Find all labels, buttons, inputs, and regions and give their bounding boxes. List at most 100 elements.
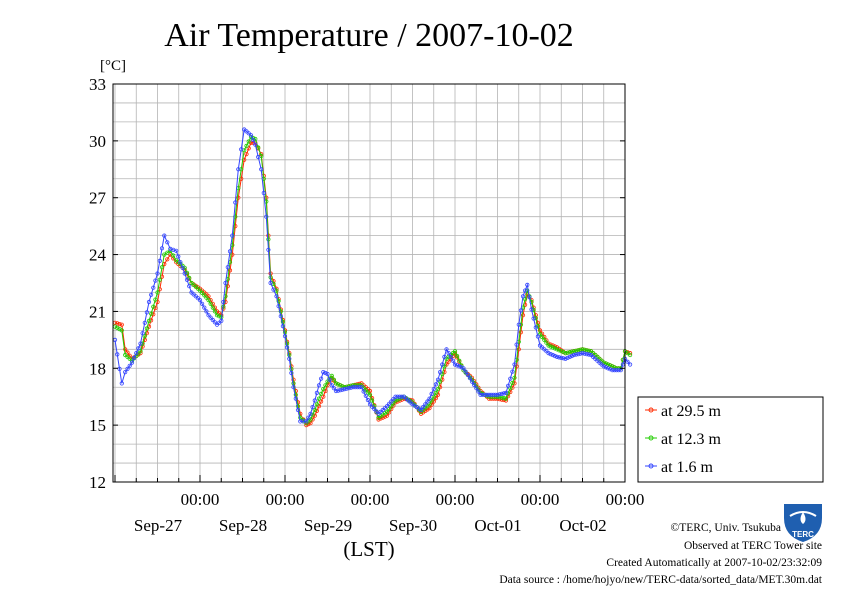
data-point	[355, 385, 360, 390]
data-point	[144, 310, 149, 315]
data-point	[484, 392, 489, 397]
data-point	[454, 363, 460, 368]
data-point	[565, 350, 570, 355]
data-point	[520, 313, 526, 318]
data-point	[463, 369, 468, 374]
data-point	[361, 389, 366, 394]
data-point	[452, 349, 458, 354]
grid	[113, 83, 625, 483]
series-line	[114, 128, 631, 422]
data-point	[389, 404, 394, 409]
data-point	[316, 383, 322, 388]
data-point	[386, 406, 392, 412]
data-point	[533, 325, 538, 330]
data-point	[442, 354, 447, 359]
data-point	[586, 352, 592, 357]
data-point	[357, 385, 362, 390]
data-point	[548, 344, 553, 349]
data-point	[333, 388, 339, 394]
data-point	[248, 133, 254, 138]
data-point	[508, 386, 513, 391]
data-point	[510, 380, 515, 386]
data-point	[393, 394, 398, 399]
data-point	[512, 375, 517, 380]
data-point	[580, 347, 585, 352]
data-point	[584, 348, 589, 353]
data-point	[123, 369, 128, 375]
data-point	[261, 190, 266, 196]
data-point	[348, 385, 353, 390]
data-point	[516, 347, 521, 352]
data-point	[539, 334, 545, 340]
data-point	[482, 392, 487, 397]
data-point	[115, 352, 120, 357]
data-point	[550, 345, 555, 350]
data-point	[544, 340, 549, 345]
series-layer	[112, 127, 633, 428]
credit-text: ©TERC, Univ. Tsukuba	[671, 522, 781, 534]
data-point	[321, 369, 326, 375]
data-point	[435, 386, 441, 392]
data-point	[627, 362, 633, 367]
series-1	[112, 140, 633, 428]
data-point	[395, 394, 400, 399]
data-point	[268, 280, 273, 286]
data-point	[155, 299, 160, 305]
data-point	[505, 383, 511, 388]
data-point	[520, 294, 526, 299]
data-point	[246, 139, 251, 144]
data-point	[537, 328, 543, 333]
data-point	[372, 404, 377, 409]
data-point	[495, 392, 500, 397]
x-tick-date-label: Sep-28	[219, 516, 267, 535]
data-point	[223, 280, 228, 286]
data-point	[431, 386, 436, 392]
data-point	[233, 200, 238, 205]
data-point	[204, 295, 209, 300]
data-point	[206, 297, 211, 303]
data-point	[176, 254, 181, 259]
y-tick-label: 30	[89, 132, 106, 151]
data-point	[563, 356, 568, 361]
data-point	[497, 392, 502, 397]
data-point	[200, 301, 205, 306]
data-point	[578, 347, 583, 352]
data-point	[184, 277, 190, 282]
data-point	[559, 355, 564, 360]
x-tick-time-label: 00:00	[521, 490, 560, 509]
data-point	[155, 290, 160, 295]
data-point	[363, 393, 368, 398]
data-point	[212, 320, 217, 325]
data-point	[174, 248, 179, 253]
data-point	[452, 362, 458, 367]
data-point	[580, 350, 585, 356]
data-point	[293, 396, 298, 401]
data-point	[499, 391, 504, 396]
data-point	[516, 322, 521, 327]
x-tick-date-label: Sep-30	[389, 516, 437, 535]
data-point	[493, 392, 498, 397]
data-point	[512, 362, 517, 367]
data-point	[546, 343, 551, 348]
data-point	[138, 349, 143, 354]
data-point	[429, 391, 434, 396]
data-point	[471, 382, 477, 387]
data-point	[384, 413, 390, 418]
data-point	[312, 398, 317, 403]
data-point	[561, 356, 566, 361]
data-point	[612, 368, 617, 373]
data-point	[610, 368, 615, 373]
legend-box	[637, 396, 824, 483]
data-point	[603, 365, 609, 370]
x-tick-date-label: Sep-27	[134, 516, 183, 535]
data-point	[391, 396, 396, 402]
data-point	[280, 323, 285, 329]
data-point	[429, 402, 434, 407]
data-point	[117, 321, 122, 327]
data-point	[338, 387, 343, 393]
data-point	[282, 333, 288, 339]
data-point	[280, 319, 285, 324]
legend-label: at 1.6 m	[661, 459, 714, 476]
data-point	[578, 351, 583, 356]
